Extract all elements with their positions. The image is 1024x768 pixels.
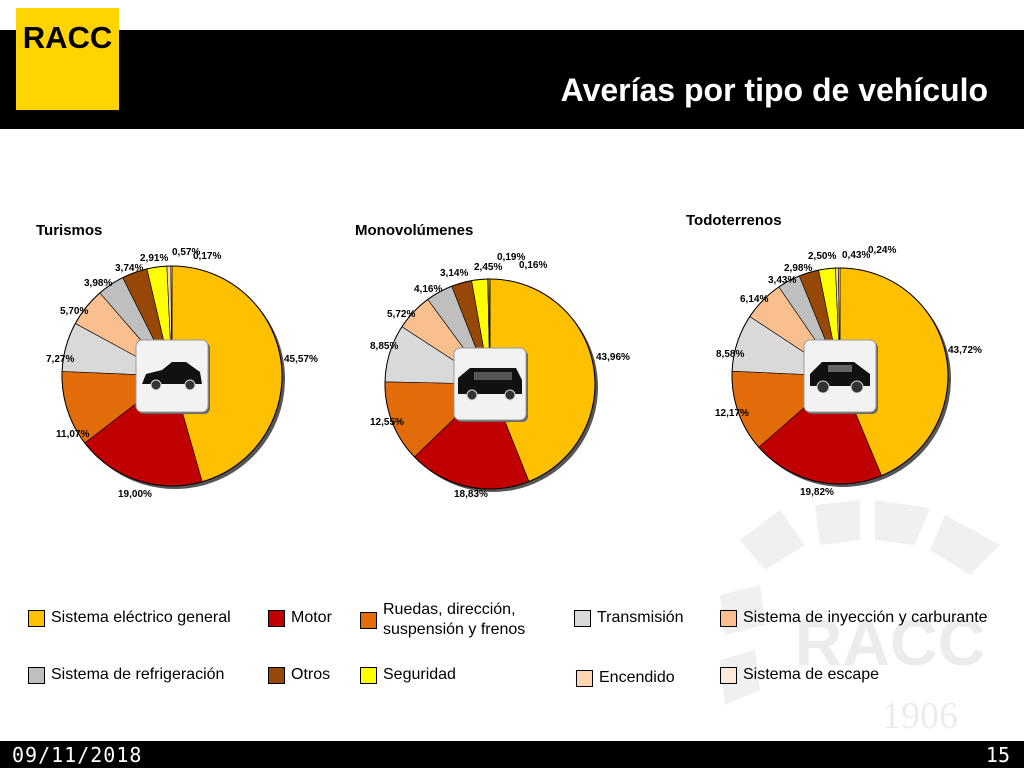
data-label: 7,27% bbox=[46, 354, 74, 365]
data-label: 43,96% bbox=[596, 352, 630, 363]
footer-bar: 09/11/2018 15 bbox=[0, 741, 1024, 768]
watermark-text: RACC bbox=[795, 605, 986, 679]
legend-label: Ruedas, dirección, suspensión y frenos bbox=[383, 601, 526, 638]
pie-outline bbox=[61, 265, 283, 487]
pie-chart-3: 43,72% 19,82% 12,17% 8,58% 6,14%3,43%2,98%2,… bbox=[686, 212, 982, 498]
minivan-icon bbox=[453, 347, 528, 422]
header-bar bbox=[0, 30, 1024, 129]
data-label: 3,14% bbox=[440, 268, 468, 279]
legend-label: Sistema de refrigeración bbox=[51, 666, 225, 683]
data-label: 2,45% bbox=[474, 262, 502, 273]
data-label: 0,19% bbox=[497, 252, 525, 263]
data-label: 8,58% bbox=[716, 349, 744, 360]
pie-chart-2: 43,96% 18,83% 12,55% 8,85% 5,72% 4,16% 3,14% 2,… bbox=[355, 222, 630, 500]
legend-item: Sistema de refrigeración bbox=[28, 665, 224, 685]
data-label: 4,16% bbox=[414, 284, 442, 295]
chart-title: Turismos bbox=[36, 222, 102, 239]
legend-label: Sistema de escape bbox=[743, 666, 880, 683]
legend-label: Seguridad bbox=[383, 666, 456, 683]
data-label: 0,17% bbox=[193, 251, 221, 262]
data-label: 0,16% bbox=[519, 260, 547, 271]
legend-item: Encendido bbox=[576, 668, 675, 688]
logo-text: RACC bbox=[22, 20, 113, 55]
data-label: 0,24% bbox=[868, 245, 896, 256]
legend-item: Sistema de inyección y carburante bbox=[720, 608, 988, 628]
data-label: 12,55% bbox=[370, 417, 404, 428]
data-label: 3,98% bbox=[84, 278, 112, 289]
legend-item: Seguridad bbox=[360, 665, 456, 685]
data-label: 2,91% bbox=[140, 253, 168, 264]
suv-icon bbox=[803, 339, 878, 414]
data-label: 43,72% bbox=[948, 345, 982, 356]
legend-item: Sistema eléctrico general bbox=[28, 608, 231, 628]
legend-item: Transmisión bbox=[574, 608, 684, 628]
data-label: 0,43% bbox=[842, 250, 870, 261]
chart-title: Todoterrenos bbox=[686, 212, 782, 229]
legend-label: Otros bbox=[291, 666, 331, 683]
legend-item: Otros bbox=[268, 665, 330, 685]
chart-title: Monovolúmenes bbox=[355, 222, 473, 239]
legend-swatch bbox=[268, 609, 285, 627]
data-label: 0,57% bbox=[172, 247, 200, 258]
data-label: 5,70% bbox=[60, 306, 88, 317]
legend-label: Encendido bbox=[599, 669, 675, 686]
legend-swatch bbox=[28, 609, 45, 627]
racc-logo: RACC bbox=[16, 8, 119, 110]
legend-item: Motor bbox=[268, 608, 332, 628]
data-label: 18,83% bbox=[454, 489, 488, 500]
data-label: 3,74% bbox=[115, 263, 143, 274]
legend-swatch bbox=[576, 669, 593, 687]
data-label: 45,57% bbox=[284, 354, 318, 365]
data-label: 19,82% bbox=[800, 487, 834, 498]
legend-label: Sistema eléctrico general bbox=[51, 609, 231, 626]
pie-chart-1: 45,57% 19,00% 11,07% 7,27% 5,70% 3,98%3,74%2,… bbox=[36, 222, 318, 500]
page-number: 15 bbox=[985, 743, 1010, 767]
data-label: 5,72% bbox=[387, 309, 415, 320]
pie-charts: 45,57%19,00%11,07%7,27%5,70%3,98%3,74%2,… bbox=[36, 212, 982, 500]
data-label: 2,98% bbox=[784, 263, 812, 274]
car-icon bbox=[135, 339, 210, 414]
data-label: 3,43% bbox=[768, 275, 796, 286]
watermark-year: 1906 bbox=[882, 695, 958, 737]
page-title: Averías por tipo de vehículo bbox=[560, 72, 988, 108]
legend-swatch bbox=[28, 666, 45, 684]
data-label: 19,00% bbox=[118, 489, 152, 500]
legend-swatch bbox=[720, 609, 737, 627]
data-label: 11,07% bbox=[56, 429, 89, 440]
pie-outline bbox=[384, 278, 596, 490]
legend-swatch bbox=[360, 611, 377, 629]
footer-date: 09/11/2018 bbox=[12, 743, 143, 767]
data-label: 2,50% bbox=[808, 251, 836, 262]
data-label: 8,85% bbox=[370, 341, 398, 352]
legend-label: Motor bbox=[291, 609, 332, 626]
legend: Sistema eléctrico general Motor Ruedas, di… bbox=[0, 590, 1024, 700]
data-label: 12,17% bbox=[715, 408, 749, 419]
legend-swatch bbox=[574, 609, 591, 627]
legend-swatch bbox=[720, 666, 737, 684]
data-label: 6,14% bbox=[740, 294, 768, 305]
legend-swatch bbox=[360, 666, 377, 684]
pie-outline bbox=[731, 267, 949, 485]
legend-swatch bbox=[268, 666, 285, 684]
legend-item: Ruedas, dirección, suspensión y frenos bbox=[360, 600, 525, 640]
legend-item: Sistema de escape bbox=[720, 665, 879, 685]
legend-label: Transmisión bbox=[597, 609, 684, 626]
legend-label: Sistema de inyección y carburante bbox=[743, 609, 988, 626]
